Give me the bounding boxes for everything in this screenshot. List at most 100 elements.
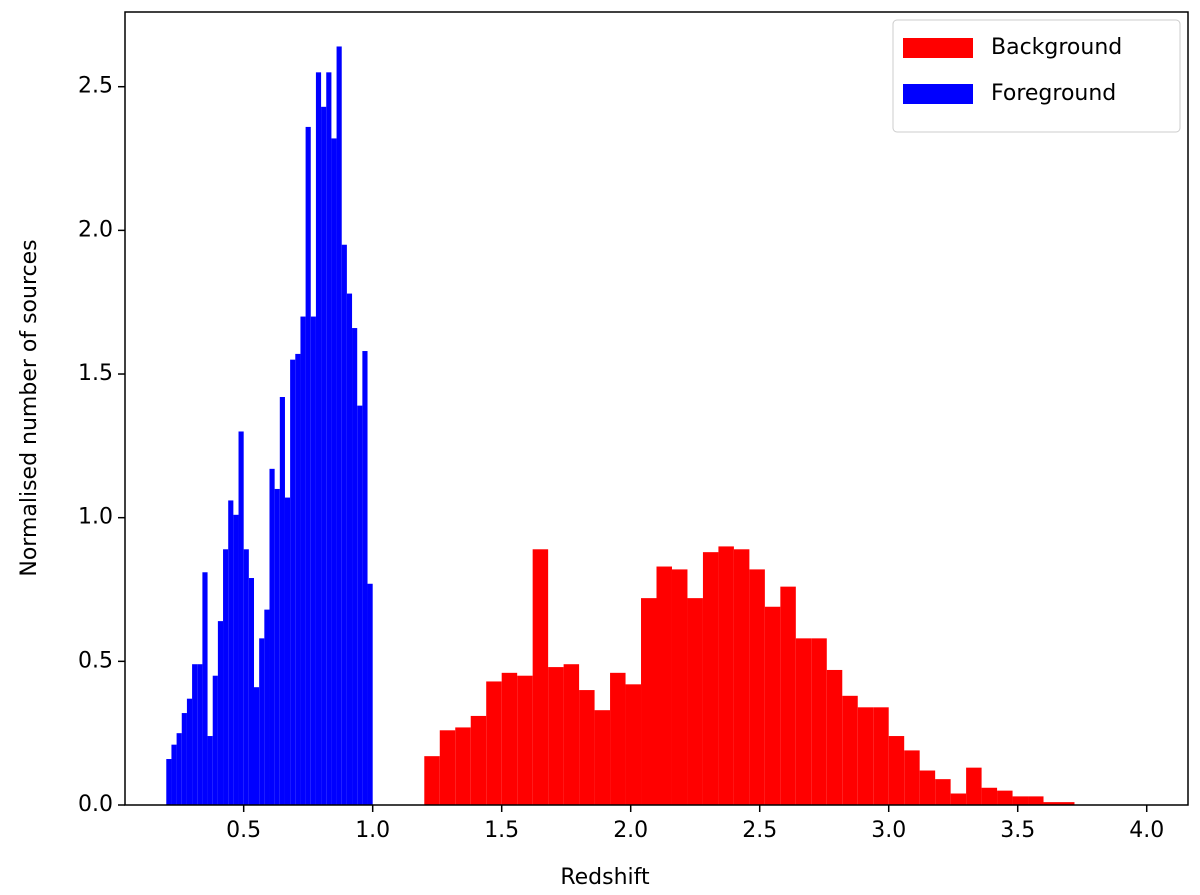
y-axis-label: Normalised number of sources	[17, 239, 42, 576]
histogram-bar	[259, 638, 265, 805]
histogram-bar	[166, 759, 172, 805]
histogram-bar	[341, 244, 347, 805]
histogram-bar	[186, 698, 193, 805]
histogram-bar	[687, 598, 703, 805]
histogram-bar	[780, 586, 796, 805]
histogram-bar	[795, 638, 812, 805]
histogram-bar	[202, 572, 208, 805]
histogram-bar	[243, 549, 249, 805]
histogram-bar	[290, 359, 296, 805]
histogram-bar	[233, 514, 239, 805]
legend-swatch	[903, 38, 973, 58]
histogram-bar	[919, 770, 936, 805]
legend-swatch	[903, 84, 973, 104]
histogram-bar	[217, 621, 224, 805]
histogram-bar	[362, 351, 368, 805]
histogram-bar	[269, 468, 275, 805]
histogram-bar	[336, 46, 342, 805]
histogram-bar	[579, 690, 595, 805]
x-tick-label: 1.0	[355, 818, 390, 843]
histogram-bar	[192, 664, 198, 805]
histogram-bar	[501, 672, 518, 805]
histogram-bar	[1043, 802, 1059, 805]
histogram-bar	[1012, 796, 1029, 805]
histogram-bar	[997, 790, 1013, 805]
histogram-bar	[888, 736, 905, 805]
histogram-bar	[238, 431, 244, 805]
histogram-bar	[857, 707, 874, 805]
x-tick-label: 4.0	[1129, 818, 1164, 843]
histogram-bar	[284, 497, 291, 805]
y-tick-label: 1.0	[78, 505, 113, 530]
histogram-bar	[455, 727, 471, 805]
histogram-bar	[811, 638, 827, 805]
histogram-bar	[300, 316, 306, 805]
histogram-bar	[248, 578, 255, 805]
histogram-bar	[212, 675, 218, 805]
histogram-bar	[176, 733, 182, 805]
histogram-bar	[981, 787, 998, 805]
legend-label: Foreground	[991, 81, 1116, 106]
histogram-bar	[486, 681, 502, 805]
histogram-bar	[671, 569, 688, 805]
x-tick-label: 2.0	[613, 818, 648, 843]
legend-label: Background	[991, 35, 1122, 60]
histogram-bar	[352, 328, 358, 805]
histogram-bar	[305, 126, 311, 805]
histogram-bar	[749, 569, 765, 805]
histogram-bar	[331, 138, 337, 805]
histogram-bar	[610, 672, 626, 805]
histogram-bar	[223, 549, 229, 805]
histogram-bar	[279, 397, 285, 805]
histogram-bar	[264, 609, 270, 805]
histogram-bar	[1028, 796, 1044, 805]
histogram-bar	[295, 353, 301, 805]
histogram-bar	[470, 715, 487, 805]
histogram-bar	[764, 606, 781, 805]
histogram-bar	[656, 566, 672, 805]
histogram-bar	[315, 72, 322, 805]
y-tick-label: 0.0	[78, 792, 113, 817]
x-tick-label: 3.5	[1000, 818, 1035, 843]
y-tick-label: 1.5	[78, 361, 113, 386]
histogram-bar	[346, 293, 353, 805]
histogram-bar	[254, 687, 260, 805]
histogram-bar	[733, 549, 750, 805]
y-tick-label: 0.5	[78, 648, 113, 673]
histogram-bar	[702, 552, 719, 805]
histogram-bar	[826, 669, 843, 805]
histogram-bar	[625, 684, 642, 805]
histogram-bar	[171, 744, 177, 805]
histogram-bar	[950, 793, 967, 805]
histogram-bar	[842, 695, 858, 805]
histogram-bar	[207, 736, 213, 805]
histogram-bar	[424, 756, 440, 805]
histogram-bar	[548, 667, 564, 805]
y-tick-label: 2.0	[78, 217, 113, 242]
x-axis-label: Redshift	[560, 865, 650, 890]
histogram-bar	[641, 598, 657, 805]
histogram-bar	[517, 675, 533, 805]
histogram-bar	[935, 779, 951, 805]
histogram-bar	[873, 707, 889, 805]
x-tick-label: 1.5	[484, 818, 519, 843]
plot-frame	[124, 11, 1189, 806]
histogram-bar	[367, 583, 373, 805]
histogram-bar	[966, 767, 982, 805]
histogram-bar	[904, 750, 920, 805]
x-tick-label: 3.0	[871, 818, 906, 843]
histogram-bar	[274, 488, 280, 805]
histogram-bar	[718, 546, 734, 805]
histogram-bar	[228, 500, 234, 805]
x-tick-label: 0.5	[226, 818, 261, 843]
histogram-bar	[563, 664, 580, 805]
histogram-bar	[326, 72, 332, 805]
y-tick-label: 2.5	[78, 74, 113, 99]
histogram-bar	[181, 713, 187, 805]
histogram-bar	[321, 106, 327, 806]
histogram-bar	[310, 316, 316, 805]
histogram-bar	[1058, 802, 1075, 805]
histogram-bar	[532, 549, 549, 805]
